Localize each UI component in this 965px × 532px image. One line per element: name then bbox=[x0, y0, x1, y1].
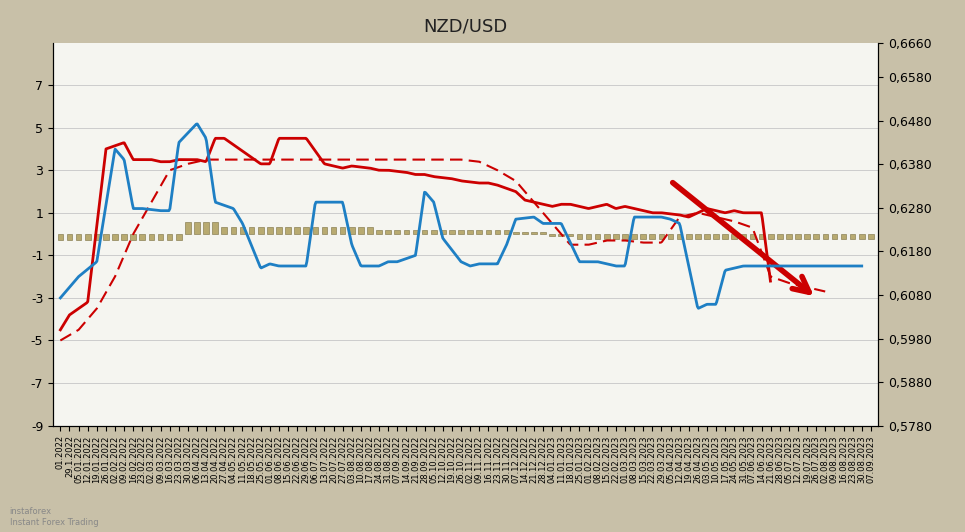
Bar bbox=[750, 234, 756, 239]
Bar bbox=[122, 234, 127, 240]
Bar bbox=[167, 234, 173, 240]
Bar bbox=[604, 234, 610, 239]
Bar bbox=[67, 234, 72, 240]
Bar bbox=[641, 234, 646, 239]
Text: instaforex
Instant Forex Trading: instaforex Instant Forex Trading bbox=[10, 508, 98, 527]
Bar bbox=[676, 234, 682, 239]
Bar bbox=[212, 222, 218, 234]
Bar bbox=[449, 230, 455, 234]
Bar bbox=[713, 234, 719, 239]
Bar bbox=[731, 234, 737, 239]
Bar bbox=[531, 232, 537, 234]
Bar bbox=[668, 234, 674, 239]
Bar bbox=[331, 227, 337, 234]
Bar bbox=[540, 232, 546, 234]
Bar bbox=[294, 227, 300, 234]
Bar bbox=[859, 234, 865, 239]
Bar bbox=[704, 234, 710, 239]
Bar bbox=[176, 234, 181, 240]
Bar bbox=[440, 230, 446, 234]
Bar bbox=[723, 234, 728, 239]
Bar bbox=[431, 230, 436, 234]
Bar bbox=[85, 234, 91, 240]
Bar bbox=[804, 234, 810, 239]
Bar bbox=[686, 234, 692, 239]
Bar bbox=[112, 234, 118, 240]
Bar bbox=[695, 234, 701, 239]
Bar bbox=[376, 230, 382, 234]
Bar bbox=[567, 234, 573, 236]
Bar bbox=[822, 234, 828, 239]
Bar bbox=[157, 234, 163, 240]
Bar bbox=[594, 234, 600, 239]
Bar bbox=[868, 234, 873, 239]
Bar bbox=[768, 234, 774, 239]
Bar bbox=[75, 234, 81, 240]
Bar bbox=[185, 222, 191, 234]
Bar bbox=[321, 227, 327, 234]
Bar bbox=[740, 234, 746, 239]
Bar bbox=[94, 234, 99, 240]
Bar bbox=[276, 227, 282, 234]
Bar bbox=[221, 227, 227, 234]
Bar bbox=[841, 234, 846, 239]
Bar bbox=[358, 227, 364, 234]
Title: NZD/USD: NZD/USD bbox=[424, 18, 508, 36]
Bar bbox=[204, 222, 208, 234]
Bar bbox=[777, 234, 783, 239]
Bar bbox=[267, 227, 273, 234]
Bar bbox=[395, 230, 400, 234]
Bar bbox=[385, 230, 391, 234]
Bar bbox=[559, 234, 565, 236]
Bar bbox=[549, 234, 555, 236]
Bar bbox=[631, 234, 637, 239]
Bar bbox=[613, 234, 619, 239]
Bar bbox=[130, 234, 136, 240]
Bar bbox=[467, 230, 473, 234]
Bar bbox=[786, 234, 791, 239]
Bar bbox=[58, 234, 63, 240]
Bar bbox=[504, 230, 510, 234]
Bar bbox=[231, 227, 236, 234]
Bar bbox=[458, 230, 464, 234]
Bar bbox=[103, 234, 109, 240]
Bar bbox=[403, 230, 409, 234]
Bar bbox=[850, 234, 856, 239]
Bar bbox=[522, 232, 528, 234]
Bar bbox=[303, 227, 309, 234]
Bar bbox=[258, 227, 263, 234]
Bar bbox=[813, 234, 819, 239]
Bar bbox=[249, 227, 255, 234]
Bar bbox=[349, 227, 354, 234]
Bar bbox=[194, 222, 200, 234]
Bar bbox=[495, 230, 500, 234]
Bar bbox=[577, 234, 582, 239]
Bar bbox=[512, 232, 518, 234]
Bar bbox=[367, 227, 372, 234]
Bar bbox=[286, 227, 290, 234]
Bar bbox=[622, 234, 628, 239]
Bar bbox=[413, 230, 419, 234]
Bar bbox=[832, 234, 838, 239]
Bar bbox=[649, 234, 655, 239]
Bar bbox=[477, 230, 482, 234]
Bar bbox=[758, 234, 764, 239]
Bar bbox=[795, 234, 801, 239]
Bar bbox=[586, 234, 592, 239]
Bar bbox=[140, 234, 145, 240]
Bar bbox=[313, 227, 318, 234]
Bar bbox=[340, 227, 345, 234]
Bar bbox=[149, 234, 154, 240]
Bar bbox=[658, 234, 664, 239]
Bar bbox=[239, 227, 245, 234]
Bar bbox=[422, 230, 427, 234]
Bar bbox=[485, 230, 491, 234]
